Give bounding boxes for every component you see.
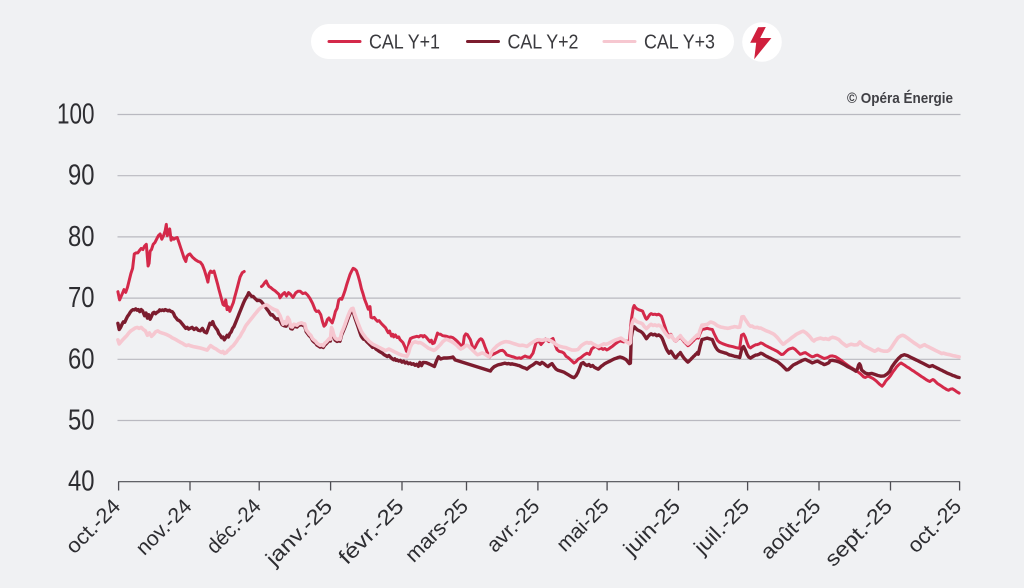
svg-text:70: 70 xyxy=(68,282,95,314)
svg-text:40: 40 xyxy=(68,466,95,498)
svg-text:80: 80 xyxy=(68,221,95,253)
svg-text:© Opéra Énergie: © Opéra Énergie xyxy=(847,90,953,107)
svg-text:100: 100 xyxy=(57,99,95,131)
svg-text:CAL Y+2: CAL Y+2 xyxy=(508,31,579,54)
svg-text:CAL Y+1: CAL Y+1 xyxy=(369,31,440,54)
svg-text:90: 90 xyxy=(68,160,95,192)
svg-text:50: 50 xyxy=(68,405,95,437)
svg-text:60: 60 xyxy=(68,343,95,375)
svg-text:CAL Y+3: CAL Y+3 xyxy=(644,31,715,54)
